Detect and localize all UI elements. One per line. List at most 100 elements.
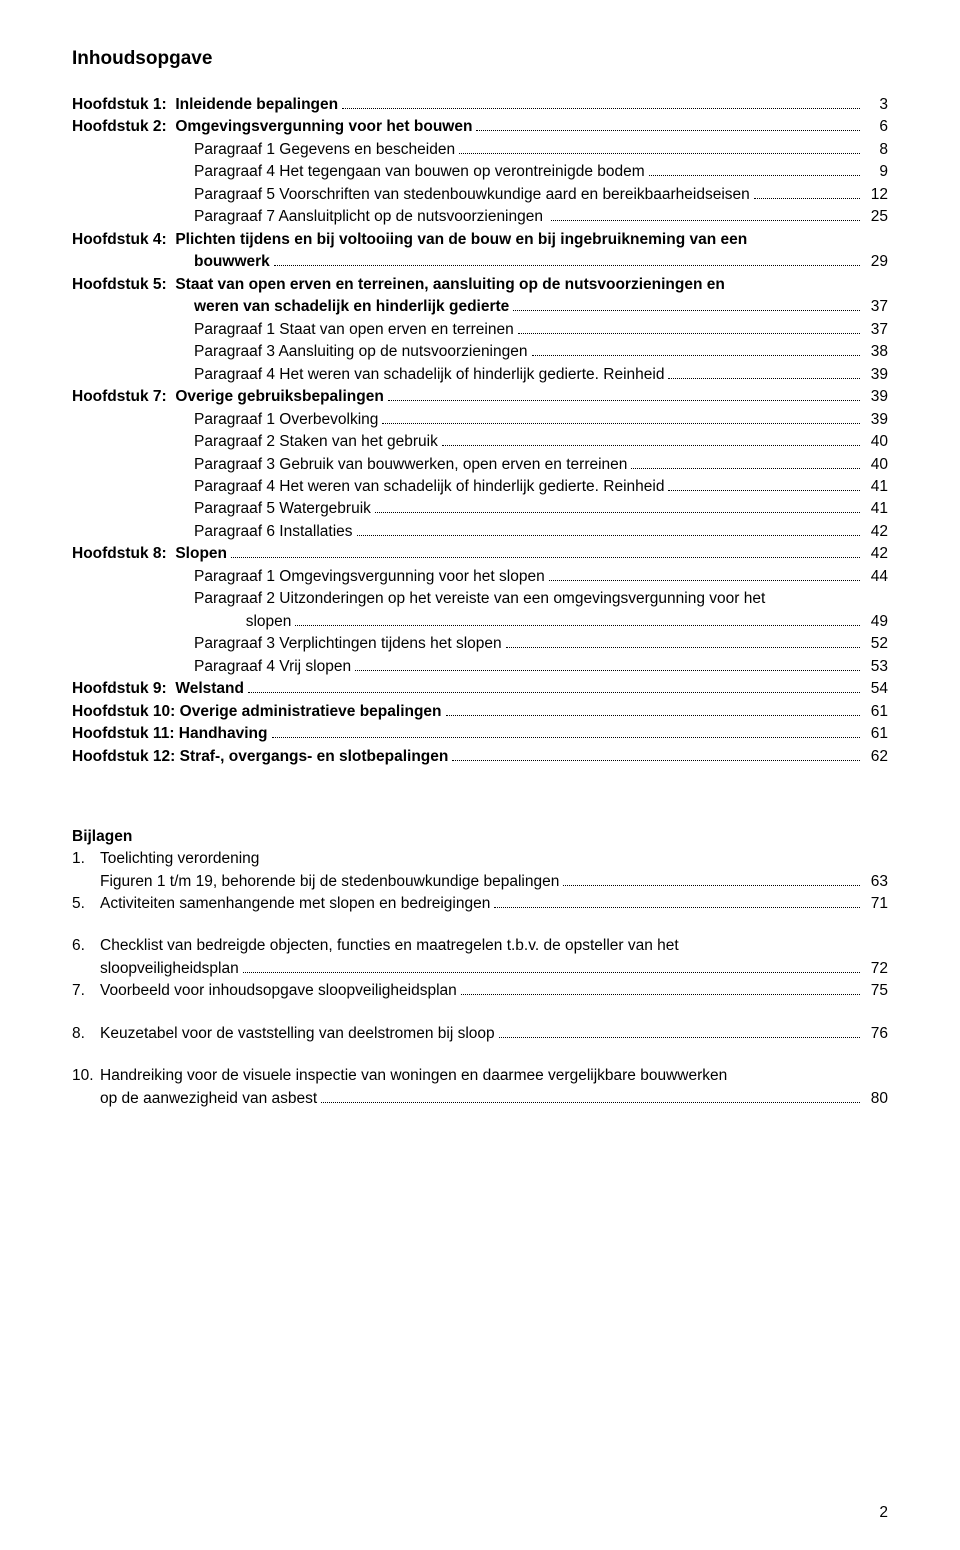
toc-text: Paragraaf 6 Installaties xyxy=(194,521,353,543)
table-of-contents: Hoofdstuk 1: Inleidende bepalingen3Hoofd… xyxy=(72,94,888,768)
toc-page-number: 42 xyxy=(864,543,888,565)
toc-label: Hoofdstuk 1: xyxy=(72,94,175,116)
toc-leader-dots xyxy=(631,458,860,469)
toc-line: Paragraaf 5 Watergebruik41 xyxy=(72,498,888,520)
bijlagen-leader-dots xyxy=(243,962,860,973)
toc-page-number: 42 xyxy=(864,521,888,543)
bijlagen-page-number: 75 xyxy=(864,980,888,1002)
toc-text: bouwwerk xyxy=(194,251,270,273)
toc-leader-dots xyxy=(446,705,860,716)
toc-line: Paragraaf 2 Staken van het gebruik 40 xyxy=(72,431,888,453)
toc-text: Paragraaf 3 Verplichtingen tijdens het s… xyxy=(194,633,502,655)
toc-page-number: 61 xyxy=(864,723,888,745)
toc-page-number: 61 xyxy=(864,701,888,723)
toc-page-number: 37 xyxy=(864,296,888,318)
toc-page-number: 52 xyxy=(864,633,888,655)
toc-text: Paragraaf 2 Staken van het gebruik xyxy=(194,431,438,453)
toc-text: Omgevingsvergunning voor het bouwen xyxy=(175,116,472,138)
toc-text: Paragraaf 1 Omgevingsvergunning voor het… xyxy=(194,566,545,588)
toc-page-number: 53 xyxy=(864,656,888,678)
toc-label: Hoofdstuk 10: xyxy=(72,701,180,723)
toc-text: Paragraaf 1 Overbevolking xyxy=(194,409,378,431)
bijlagen-leader-dots xyxy=(499,1027,860,1038)
toc-leader-dots xyxy=(231,548,860,559)
bijlagen-number: 5. xyxy=(72,893,100,915)
toc-text: Straf-, overgangs- en slotbepalingen xyxy=(180,746,449,768)
bijlagen-line: 7.Voorbeeld voor inhoudsopgave sloopveil… xyxy=(72,980,888,1002)
bijlagen-number: 10. xyxy=(72,1065,100,1087)
toc-leader-dots xyxy=(754,188,860,199)
bijlagen-page-number: 63 xyxy=(864,871,888,893)
toc-leader-dots xyxy=(551,211,860,222)
toc-line: Paragraaf 4 Het tegengaan van bouwen op … xyxy=(72,161,888,183)
toc-line: weren van schadelijk en hinderlijk gedie… xyxy=(72,296,888,318)
toc-leader-dots xyxy=(459,143,860,154)
bijlagen-leader-dots xyxy=(563,875,860,886)
toc-line: Paragraaf 7 Aansluitplicht op de nutsvoo… xyxy=(72,206,888,228)
bijlagen-text: Figuren 1 t/m 19, behorende bij de stede… xyxy=(100,871,559,893)
toc-leader-dots xyxy=(295,615,860,626)
toc-page-number: 39 xyxy=(864,386,888,408)
toc-line: Paragraaf 1 Staat van open erven en terr… xyxy=(72,319,888,341)
toc-leader-dots xyxy=(649,166,860,177)
toc-page-number: 29 xyxy=(864,251,888,273)
toc-leader-dots xyxy=(274,255,860,266)
toc-leader-dots xyxy=(452,750,860,761)
toc-text: Paragraaf 5 Voorschriften van stedenbouw… xyxy=(194,184,750,206)
toc-leader-dots xyxy=(506,637,860,648)
toc-line: Paragraaf 4 Vrij slopen 53 xyxy=(72,656,888,678)
toc-page-number: 37 xyxy=(864,319,888,341)
toc-label: Hoofdstuk 11: xyxy=(72,723,179,745)
toc-page-number: 54 xyxy=(864,678,888,700)
bijlagen-page-number: 71 xyxy=(864,893,888,915)
toc-leader-dots xyxy=(272,727,861,738)
toc-line: Paragraaf 6 Installaties 42 xyxy=(72,521,888,543)
toc-text: Paragraaf 1 Staat van open erven en terr… xyxy=(194,319,514,341)
toc-line: Hoofdstuk 10: Overige administratieve be… xyxy=(72,701,888,723)
toc-text: Paragraaf 2 Uitzonderingen op het vereis… xyxy=(194,588,765,610)
toc-page-number: 6 xyxy=(864,116,888,138)
toc-text: Paragraaf 1 Gegevens en bescheiden xyxy=(194,139,455,161)
toc-text: Paragraaf 3 Aansluiting op de nutsvoorzi… xyxy=(194,341,528,363)
toc-page-number: 3 xyxy=(864,94,888,116)
toc-text: Paragraaf 4 Het weren van schadelijk of … xyxy=(194,364,664,386)
toc-leader-dots xyxy=(248,682,860,693)
toc-leader-dots xyxy=(518,323,860,334)
bijlagen-leader-dots xyxy=(461,985,860,996)
bijlagen-text: Toelichting verordening xyxy=(100,848,259,870)
toc-page-number: 8 xyxy=(864,139,888,161)
toc-line: Hoofdstuk 5: Staat van open erven en ter… xyxy=(72,274,888,296)
toc-page-number: 62 xyxy=(864,746,888,768)
toc-label: Hoofdstuk 5: xyxy=(72,274,175,296)
toc-text: Paragraaf 4 Vrij slopen xyxy=(194,656,351,678)
toc-leader-dots xyxy=(549,570,860,581)
toc-leader-dots xyxy=(668,480,860,491)
toc-label: Hoofdstuk 8: xyxy=(72,543,175,565)
bijlagen-line: sloopveiligheidsplan72 xyxy=(72,958,888,980)
toc-line: bouwwerk 29 xyxy=(72,251,888,273)
toc-page-number: 39 xyxy=(864,409,888,431)
toc-leader-dots xyxy=(442,435,860,446)
toc-text: Overige gebruiksbepalingen xyxy=(175,386,383,408)
toc-page-number: 25 xyxy=(864,206,888,228)
toc-line: Paragraaf 3 Verplichtingen tijdens het s… xyxy=(72,633,888,655)
toc-leader-dots xyxy=(668,368,860,379)
bijlagen-leader-dots xyxy=(321,1092,860,1103)
toc-page-number: 41 xyxy=(864,498,888,520)
toc-line: Paragraaf 3 Aansluiting op de nutsvoorzi… xyxy=(72,341,888,363)
bijlagen-page-number: 76 xyxy=(864,1023,888,1045)
bijlagen-number: 1. xyxy=(72,848,100,870)
bijlagen-heading: Bijlagen xyxy=(72,828,888,846)
toc-text: Slopen xyxy=(175,543,227,565)
toc-text: Handhaving xyxy=(179,723,268,745)
toc-line: Paragraaf 4 Het weren van schadelijk of … xyxy=(72,476,888,498)
toc-label: Hoofdstuk 9: xyxy=(72,678,175,700)
bijlagen-line: 6.Checklist van bedreigde objecten, func… xyxy=(72,935,888,957)
bijlagen-line: 1.Toelichting verordening xyxy=(72,848,888,870)
toc-page-number: 40 xyxy=(864,431,888,453)
toc-line: Hoofdstuk 4: Plichten tijdens en bij vol… xyxy=(72,229,888,251)
toc-leader-dots xyxy=(375,503,860,514)
toc-text: Paragraaf 4 Het weren van schadelijk of … xyxy=(194,476,664,498)
toc-text: Welstand xyxy=(175,678,244,700)
toc-line: Hoofdstuk 11: Handhaving 61 xyxy=(72,723,888,745)
